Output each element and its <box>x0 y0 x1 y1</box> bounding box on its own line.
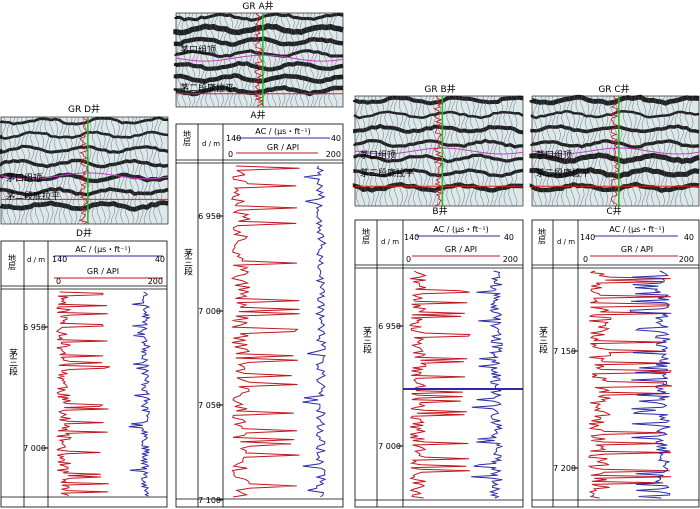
well-a-gr-curve <box>230 165 300 498</box>
well-a-ac-curve <box>302 165 327 498</box>
well-c-gr-curve <box>587 270 673 499</box>
well-d-panel: GR D井 茅口组顶 茅二段底拉平 D井 地层 d / m AC / (μs・f… <box>0 103 169 508</box>
well-a-depth-tick-7100: 7 100 <box>198 496 221 505</box>
well-d-depth-tick-7000: 7 000 <box>23 444 46 453</box>
well-a-depth-tick-7000: 7 000 <box>198 307 221 316</box>
well-c-depth-header: d / m <box>557 238 575 246</box>
well-d-ac-label: AC / (μs・ft⁻¹) <box>75 245 130 254</box>
well-d-name-label: D井 <box>76 227 92 239</box>
well-d-seismic-label: GR D井 <box>68 103 100 115</box>
well-d-depth-tick-6950: 6 950 <box>23 323 46 332</box>
well-b-seismic-label: GR B井 <box>424 83 455 95</box>
well-d-ac-curve <box>128 291 151 497</box>
well-a-depth-header: d / m <box>202 140 220 148</box>
well-b-ac-right: 40 <box>504 233 514 242</box>
well-b-gr-right: 200 <box>503 255 518 264</box>
well-b-depth-header: d / m <box>381 238 399 246</box>
well-c-ac-right: 40 <box>684 233 694 242</box>
well-b-horizon-base-label: 茅二段底拉平 <box>360 167 414 179</box>
well-a-seismic-label: GR A井 <box>242 0 273 12</box>
well-c-strat-header: 地层 <box>538 227 547 245</box>
well-a-log-frame <box>175 123 344 508</box>
well-c-log-frame <box>531 219 700 508</box>
well-a-horizon-top-label: 茅口组顶 <box>180 44 216 56</box>
well-c-horizon-base-label: 茅二段底拉平 <box>536 167 590 179</box>
seismic-texture-c <box>529 94 700 207</box>
well-c-ac-label: AC / (μs・ft⁻¹) <box>609 225 664 234</box>
well-b-ac-label: AC / (μs・ft⁻¹) <box>433 225 488 234</box>
well-c-gr-right: 200 <box>679 255 694 264</box>
well-a-ac-label: AC / (μs・ft⁻¹) <box>255 127 310 136</box>
seismic-texture-a <box>173 12 344 108</box>
well-a-formation-label: 茅三段 <box>182 248 193 276</box>
well-d-gr-label: GR / API <box>87 267 119 276</box>
well-a-name-label: A井 <box>250 109 265 121</box>
well-d-depth-ticks: 6 950 7 000 <box>23 323 48 453</box>
well-a-strat-header: 地层 <box>183 129 192 147</box>
well-d-gr-right: 200 <box>148 277 163 286</box>
well-c-panel: GR C井 茅口组顶 茅二段底拉平 C井 地层 d / m AC / (μs・f… <box>529 83 700 508</box>
well-c-gr-label: GR / API <box>621 245 653 254</box>
well-a-depth-tick-6950: 6 950 <box>198 212 221 221</box>
well-b-depth-ticks: 6 950 7 000 <box>378 322 403 451</box>
well-d-gr-left: 0 <box>56 277 61 286</box>
well-d-ac-left: 140 <box>52 255 67 264</box>
seismic-texture-b <box>352 95 524 207</box>
well-c-formation-label: 茅三段 <box>537 326 548 354</box>
well-b-gr-curve <box>408 270 471 499</box>
well-a-panel: GR A井 茅口组顶 茅二段底拉平 A井 地层 d / m AC / (μs・f… <box>173 0 344 508</box>
well-a-ac-left: 140 <box>226 134 241 143</box>
well-c-name-label: C井 <box>606 205 621 217</box>
well-a-gr-right: 200 <box>326 150 341 159</box>
well-c-ac-curve <box>629 270 671 499</box>
well-b-panel: GR B井 茅口组顶 茅二段底拉平 B井 地层 d / m AC / (μs・f… <box>352 83 524 508</box>
well-a-ac-right: 40 <box>331 134 341 143</box>
well-b-gr-label: GR / API <box>445 245 477 254</box>
well-b-name-label: B井 <box>432 205 447 217</box>
well-b-depth-tick-7000: 7 000 <box>378 442 401 451</box>
well-c-depth-tick-7150: 7 150 <box>553 347 576 356</box>
well-c-ac-left: 140 <box>580 233 595 242</box>
well-d-horizon-base-label: 茅二段底拉平 <box>6 190 60 202</box>
well-b-ac-left: 140 <box>404 233 419 242</box>
seismic-texture-d <box>0 116 169 225</box>
well-a-depth-ticks: 6 950 7 000 7 050 7 100 <box>198 212 223 505</box>
well-b-depth-tick-6950: 6 950 <box>378 322 401 331</box>
well-b-ac-curve <box>471 270 504 499</box>
well-c-gr-left: 0 <box>583 255 588 264</box>
well-b-strat-header: 地层 <box>362 227 371 245</box>
well-c-depth-ticks: 7 150 7 200 <box>553 347 578 473</box>
well-a-gr-left: 0 <box>228 150 233 159</box>
well-a-gr-label: GR / API <box>267 143 299 152</box>
well-a-horizon-base-label: 茅二段底拉平 <box>180 82 234 94</box>
well-d-horizon-top-label: 茅口组顶 <box>6 172 42 184</box>
well-a-depth-tick-7050: 7 050 <box>198 401 221 410</box>
well-b-horizon-top-label: 茅口组顶 <box>360 149 396 161</box>
well-b-formation-label: 茅三段 <box>361 326 372 354</box>
well-c-depth-tick-7200: 7 200 <box>553 464 576 473</box>
well-d-log-frame <box>0 240 168 508</box>
well-b-gr-left: 0 <box>406 255 411 264</box>
well-d-formation-label: 茅三段 <box>7 348 18 376</box>
well-d-gr-curve <box>55 291 111 497</box>
well-d-depth-header: d / m <box>27 256 45 264</box>
well-b-log-frame <box>354 219 524 508</box>
well-c-horizon-top-label: 茅口组顶 <box>536 149 572 161</box>
well-d-ac-right: 40 <box>155 255 165 264</box>
well-c-seismic-label: GR C井 <box>598 83 629 95</box>
well-d-strat-header: 地层 <box>8 253 17 271</box>
